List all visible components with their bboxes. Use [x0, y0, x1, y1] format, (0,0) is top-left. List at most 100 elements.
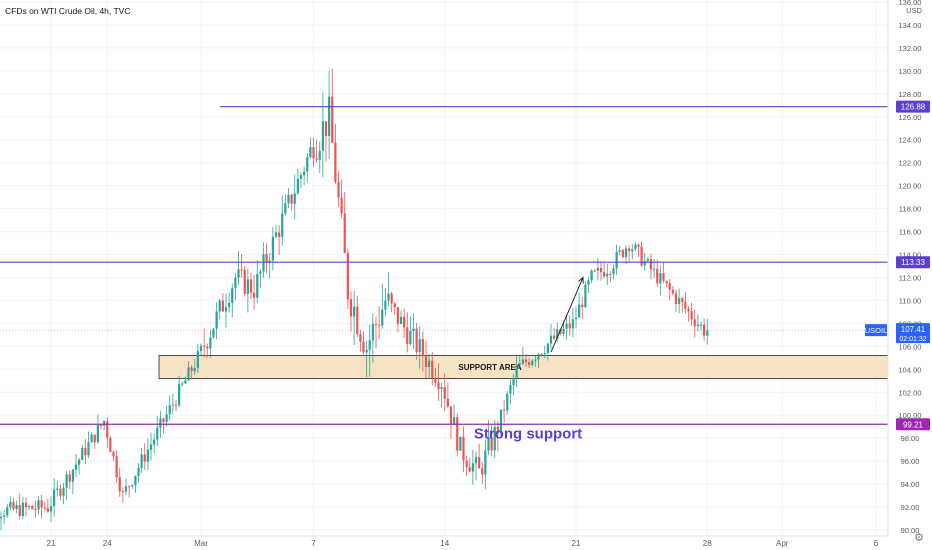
- time-tick-label: 7: [311, 539, 316, 548]
- candle-body: [0, 516, 3, 519]
- candle-body: [671, 289, 674, 294]
- candle-body: [678, 298, 681, 305]
- candle-body: [649, 259, 653, 270]
- candle-body: [96, 425, 99, 443]
- candle-body: [140, 454, 143, 468]
- candle-body: [478, 457, 481, 469]
- candle-body: [574, 317, 578, 320]
- price-tick-label: 98.00: [901, 434, 920, 443]
- candle-body: [424, 356, 428, 367]
- gear-icon[interactable]: ⚙: [914, 532, 924, 544]
- candle-body: [324, 121, 328, 136]
- price-tick-label: 128.00: [899, 90, 922, 99]
- candle-body: [99, 425, 103, 427]
- candle-body: [281, 213, 284, 237]
- candle-body: [181, 383, 184, 385]
- candle-body: [384, 300, 387, 310]
- candle-body: [218, 300, 221, 312]
- candle-body: [559, 329, 562, 334]
- resistance-high-badge-label: 126.88: [901, 103, 926, 112]
- candle-body: [365, 349, 368, 353]
- candle-body: [106, 421, 109, 438]
- strong-support-badge: [896, 418, 930, 431]
- candle-body: [203, 345, 206, 347]
- candle-body: [212, 328, 215, 338]
- candle-body: [540, 354, 543, 356]
- candle-body: [515, 365, 518, 378]
- currency-label: USD: [906, 6, 922, 15]
- candle-body: [149, 444, 153, 450]
- candle-body: [274, 232, 278, 237]
- price-tick-label: 104.00: [899, 365, 922, 374]
- price-tick-label: 120.00: [899, 182, 922, 191]
- candle-body: [534, 359, 537, 361]
- price-tick-label: 134.00: [899, 21, 922, 30]
- candle-body: [93, 434, 96, 443]
- candle-body: [637, 244, 640, 247]
- last-price-badge: [896, 323, 930, 344]
- resistance-mid-badge: [896, 256, 930, 269]
- candle-body: [449, 406, 453, 425]
- candle-body: [118, 477, 121, 492]
- candle-body: [690, 311, 693, 320]
- candle-body: [499, 409, 503, 434]
- candle-body: [9, 501, 12, 508]
- candle-body: [528, 362, 531, 365]
- candle-body: [590, 270, 593, 281]
- candle-body: [299, 175, 303, 179]
- candle-body: [256, 273, 259, 298]
- price-tick-label: 94.00: [901, 480, 920, 489]
- candle-body: [599, 267, 603, 273]
- price-tick-label: 96.00: [901, 457, 920, 466]
- candle-body: [640, 246, 643, 266]
- candle-body: [340, 197, 343, 214]
- candle-body: [481, 468, 484, 475]
- candle-body: [596, 267, 599, 271]
- candle-body: [168, 405, 171, 415]
- candle-body: [484, 450, 487, 475]
- candle-body: [434, 377, 437, 383]
- candle-body: [312, 147, 315, 159]
- resistance-high-badge: [896, 100, 930, 113]
- candle-body: [512, 377, 515, 386]
- symbol-tag-label: USOIL: [865, 326, 888, 335]
- price-tick-label: 132.00: [899, 44, 922, 53]
- candle-body: [37, 500, 40, 510]
- candle-body: [687, 308, 690, 312]
- candle-body: [431, 360, 434, 378]
- candle-body: [131, 485, 134, 487]
- candle-body: [334, 142, 337, 182]
- candle-body: [303, 171, 306, 176]
- candle-body: [146, 449, 149, 462]
- candle-body: [421, 339, 424, 357]
- candle-body: [459, 436, 462, 451]
- candle-body: [643, 260, 646, 266]
- candle-body: [543, 353, 546, 355]
- candle-body: [571, 319, 574, 329]
- candle-body: [506, 393, 509, 411]
- candle-body: [428, 360, 431, 367]
- price-tick-label: 126.00: [899, 113, 922, 122]
- candle-body: [631, 249, 634, 252]
- price-tick-label: 110.00: [899, 296, 921, 305]
- candle-body: [231, 288, 234, 303]
- candle-body: [612, 268, 615, 275]
- candle-body: [159, 418, 162, 428]
- candle-body: [337, 181, 340, 198]
- candle-body: [584, 284, 587, 308]
- candle-body: [521, 359, 524, 364]
- candle-body: [162, 418, 165, 422]
- candle-body: [196, 351, 199, 368]
- candle-body: [703, 324, 706, 336]
- candle-body: [462, 436, 465, 461]
- candle-body: [624, 248, 628, 257]
- candle-body: [206, 346, 209, 349]
- candle-body: [396, 307, 399, 324]
- candle-body: [246, 279, 249, 294]
- candle-body: [381, 309, 384, 326]
- resistance-mid-badge-label: 113.33: [901, 258, 925, 267]
- candle-body: [240, 269, 243, 271]
- candle-body: [412, 328, 415, 331]
